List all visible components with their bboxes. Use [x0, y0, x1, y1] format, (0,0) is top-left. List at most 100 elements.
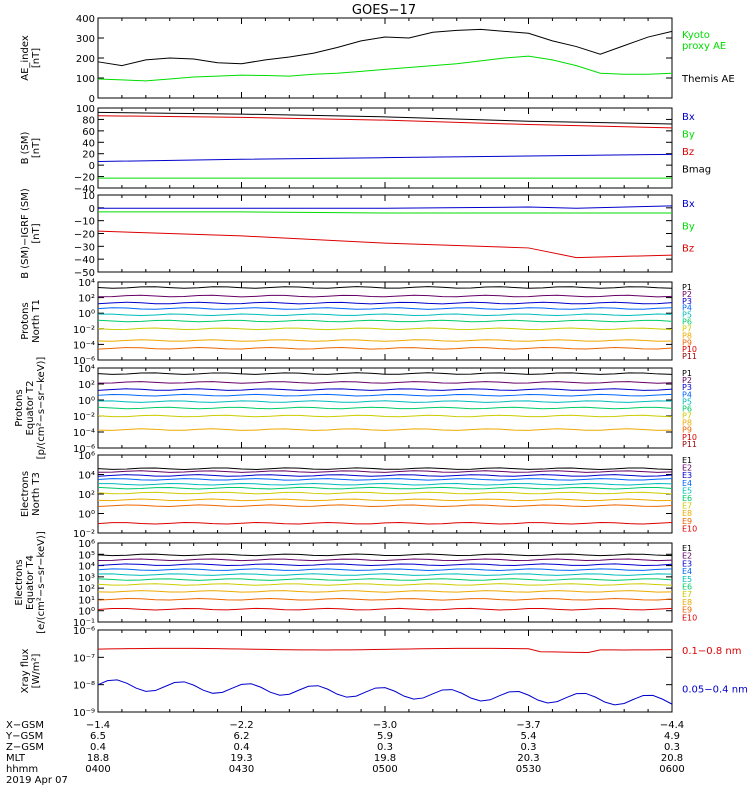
y-tick-label: 10⁻¹	[73, 618, 95, 629]
flux-line	[97, 319, 673, 323]
flux-line	[97, 400, 673, 403]
x-axis-value: 5.4	[521, 731, 537, 742]
x-axis-value: 0400	[85, 764, 110, 775]
flux-line	[97, 381, 673, 384]
flux-line	[97, 498, 673, 502]
x-axis-value: 0.3	[377, 742, 393, 753]
y-tick-label: 10²	[78, 490, 95, 501]
legend-label: Bmag	[682, 165, 711, 176]
x-axis-value: −3.0	[373, 720, 397, 731]
flux-line	[97, 607, 673, 611]
series-line-themis-ae	[97, 28, 673, 67]
y-tick-label: 200	[76, 54, 95, 65]
series-label: E5	[682, 575, 692, 584]
legend-label: Themis AE	[681, 74, 735, 85]
series-label: P10	[682, 433, 697, 442]
series-label: P1	[682, 283, 692, 292]
y-tick-label: −20	[74, 230, 95, 241]
flux-line	[97, 491, 673, 495]
y-tick-label: 10⁻⁹	[73, 708, 95, 719]
series-label: E8	[682, 509, 692, 518]
y-tick-label: −40	[74, 255, 95, 266]
y-tick-label: 20	[82, 150, 95, 161]
flux-line	[97, 482, 673, 486]
legend-label: Bx	[682, 112, 695, 123]
series-line-bx	[97, 153, 673, 163]
flux-line	[97, 521, 673, 525]
series-label: P5	[682, 397, 692, 406]
plot-title: GOES−17	[352, 3, 416, 18]
series-label: P7	[682, 412, 692, 421]
x-axis-row-label: Z−GSM	[6, 742, 44, 753]
series-line-bz	[97, 230, 673, 259]
flux-line	[97, 558, 673, 562]
x-axis-value: 5.9	[377, 731, 393, 742]
y-tick-label: 10²	[78, 584, 95, 595]
series-label: E7	[682, 590, 692, 599]
flux-line	[97, 393, 673, 397]
flux-line	[97, 286, 673, 289]
x-axis-value: −3.7	[516, 720, 540, 731]
series-label: P8	[682, 331, 692, 340]
y-tick-label: 10⁻⁴	[73, 428, 95, 439]
flux-line	[97, 470, 673, 473]
x-axis-value: −1.4	[86, 720, 110, 731]
series-label: P10	[682, 345, 697, 354]
series-label: E10	[682, 524, 697, 533]
flux-line	[97, 553, 673, 557]
y-tick-label: 10⁻⁶	[73, 444, 95, 455]
series-label: P11	[682, 352, 697, 361]
y-tick-label: −20	[74, 173, 95, 184]
panel-frame-ae	[97, 17, 673, 99]
flux-line	[97, 414, 673, 418]
y-tick-label: −10	[74, 217, 95, 228]
series-label: P9	[682, 426, 692, 435]
legend-label: By	[682, 221, 695, 232]
y-tick-label: 10⁴	[78, 471, 95, 482]
xray-long-line	[97, 647, 673, 653]
series-label: P9	[682, 338, 692, 347]
x-axis-value: 19.3	[230, 753, 252, 764]
y-tick-label: 400	[76, 14, 95, 25]
y-axis-label: Protons	[14, 389, 25, 426]
y-axis-label: [W/m²]	[31, 653, 42, 688]
series-label: E2	[682, 464, 692, 473]
flux-line	[97, 590, 673, 593]
y-tick-label: 10⁻²	[73, 412, 95, 423]
series-label: P6	[682, 318, 692, 327]
y-axis-label: AE_index	[20, 35, 31, 81]
series-label: P4	[682, 304, 692, 313]
y-axis-label: B (SM)	[20, 131, 31, 164]
flux-line	[97, 583, 673, 586]
flux-line	[97, 474, 673, 477]
flux-line	[97, 294, 673, 298]
x-axis-value: 0430	[229, 764, 254, 775]
y-axis-label: Electrons	[20, 471, 31, 517]
legend-label: Bz	[682, 147, 694, 158]
x-axis-row-label: MLT	[6, 753, 26, 764]
y-axis-label: Electrons	[14, 559, 25, 605]
x-axis-value: 0.3	[664, 742, 680, 753]
series-label: E4	[682, 479, 692, 488]
flux-line	[97, 467, 673, 470]
x-axis-value: 0.4	[234, 742, 250, 753]
series-line-bx	[98, 205, 673, 209]
series-line-kyoto-proxy-ae	[97, 55, 673, 82]
flux-line	[97, 486, 673, 490]
legend-label: Bz	[682, 244, 694, 255]
x-axis-value: 20.3	[517, 753, 539, 764]
series-label: E9	[682, 517, 692, 526]
flux-line	[97, 568, 673, 571]
y-tick-label: 10⁰	[78, 510, 95, 521]
x-axis-row-label: Y−GSM	[5, 731, 43, 742]
x-axis-value: 0600	[659, 764, 684, 775]
series-label: P3	[682, 383, 692, 392]
x-axis-row-label: 2019 Apr 07	[6, 775, 68, 786]
y-axis-label: B (SM)−IGRF (SM)	[20, 188, 31, 279]
series-label: P1	[682, 369, 692, 378]
y-axis-label: [nT]	[31, 223, 42, 243]
y-tick-label: 0	[89, 204, 95, 215]
y-tick-label: 10⁻²	[73, 529, 95, 540]
x-axis-row-label: X−GSM	[6, 720, 44, 731]
series-label: E1	[682, 544, 692, 553]
